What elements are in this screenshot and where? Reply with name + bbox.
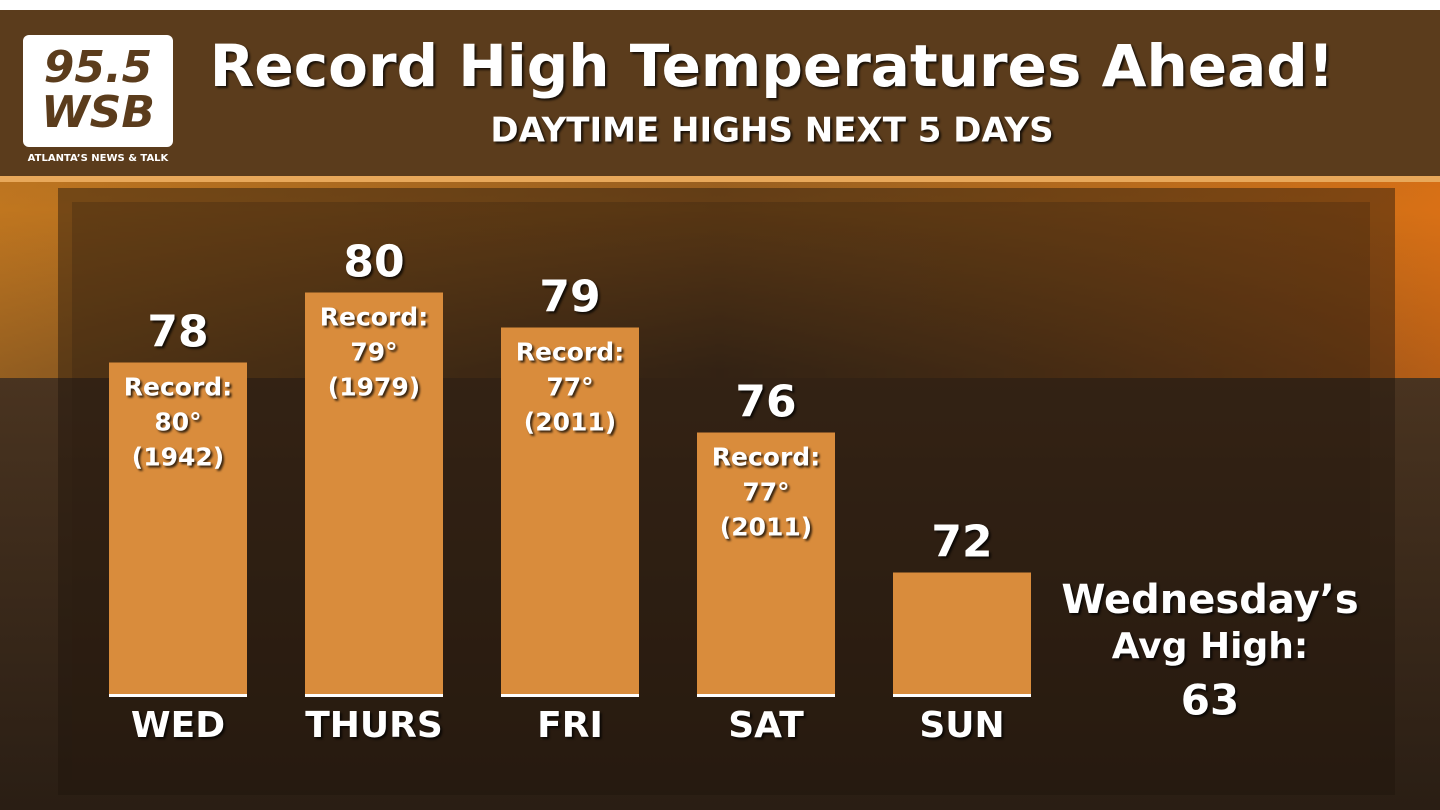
bar — [109, 362, 247, 695]
record-label: Record: — [712, 443, 820, 472]
bar — [893, 572, 1031, 695]
record-year: (1979) — [328, 373, 420, 402]
bar — [501, 327, 639, 695]
avg-note-line: Avg High: — [1112, 626, 1309, 667]
background-glow — [0, 178, 1440, 378]
value-label: 80 — [343, 237, 404, 288]
bar-base — [697, 694, 835, 697]
record-label: Record: — [516, 338, 624, 367]
bar-base — [109, 694, 247, 697]
x-tick-label: THURS — [305, 705, 443, 746]
logo-box — [23, 35, 173, 147]
header-edge — [0, 176, 1440, 182]
avg-note-line: Wednesday’s — [1061, 577, 1358, 623]
bar — [305, 292, 443, 695]
avg-note-value: 63 — [1181, 676, 1239, 725]
logo-tagline: ATLANTA’S NEWS & TALK — [28, 153, 170, 164]
record-temp: 79° — [350, 338, 397, 367]
record-label: Record: — [320, 303, 428, 332]
x-tick-label: WED — [131, 705, 225, 746]
header-band — [0, 10, 1440, 178]
x-tick-label: SAT — [728, 705, 804, 746]
bar — [697, 432, 835, 695]
bar-base — [893, 694, 1031, 697]
record-temp: 77° — [546, 373, 593, 402]
value-label: 76 — [735, 377, 796, 428]
record-year: (1942) — [132, 443, 224, 472]
record-temp: 80° — [154, 408, 201, 437]
x-tick-label: FRI — [537, 705, 603, 746]
value-label: 78 — [147, 307, 208, 358]
value-label: 72 — [931, 517, 992, 568]
chart-title: Record High Temperatures Ahead! — [210, 32, 1335, 100]
x-tick-label: SUN — [919, 705, 1004, 746]
bar-base — [305, 694, 443, 697]
record-temp: 77° — [742, 478, 789, 507]
bar-base — [501, 694, 639, 697]
record-year: (2011) — [524, 408, 616, 437]
logo-number: 95.5 — [44, 42, 153, 93]
record-year: (2011) — [720, 513, 812, 542]
logo-name: WSB — [41, 87, 155, 138]
value-label: 79 — [539, 272, 600, 323]
record-label: Record: — [124, 373, 232, 402]
chart-subtitle: DAYTIME HIGHS NEXT 5 DAYS — [490, 111, 1053, 151]
